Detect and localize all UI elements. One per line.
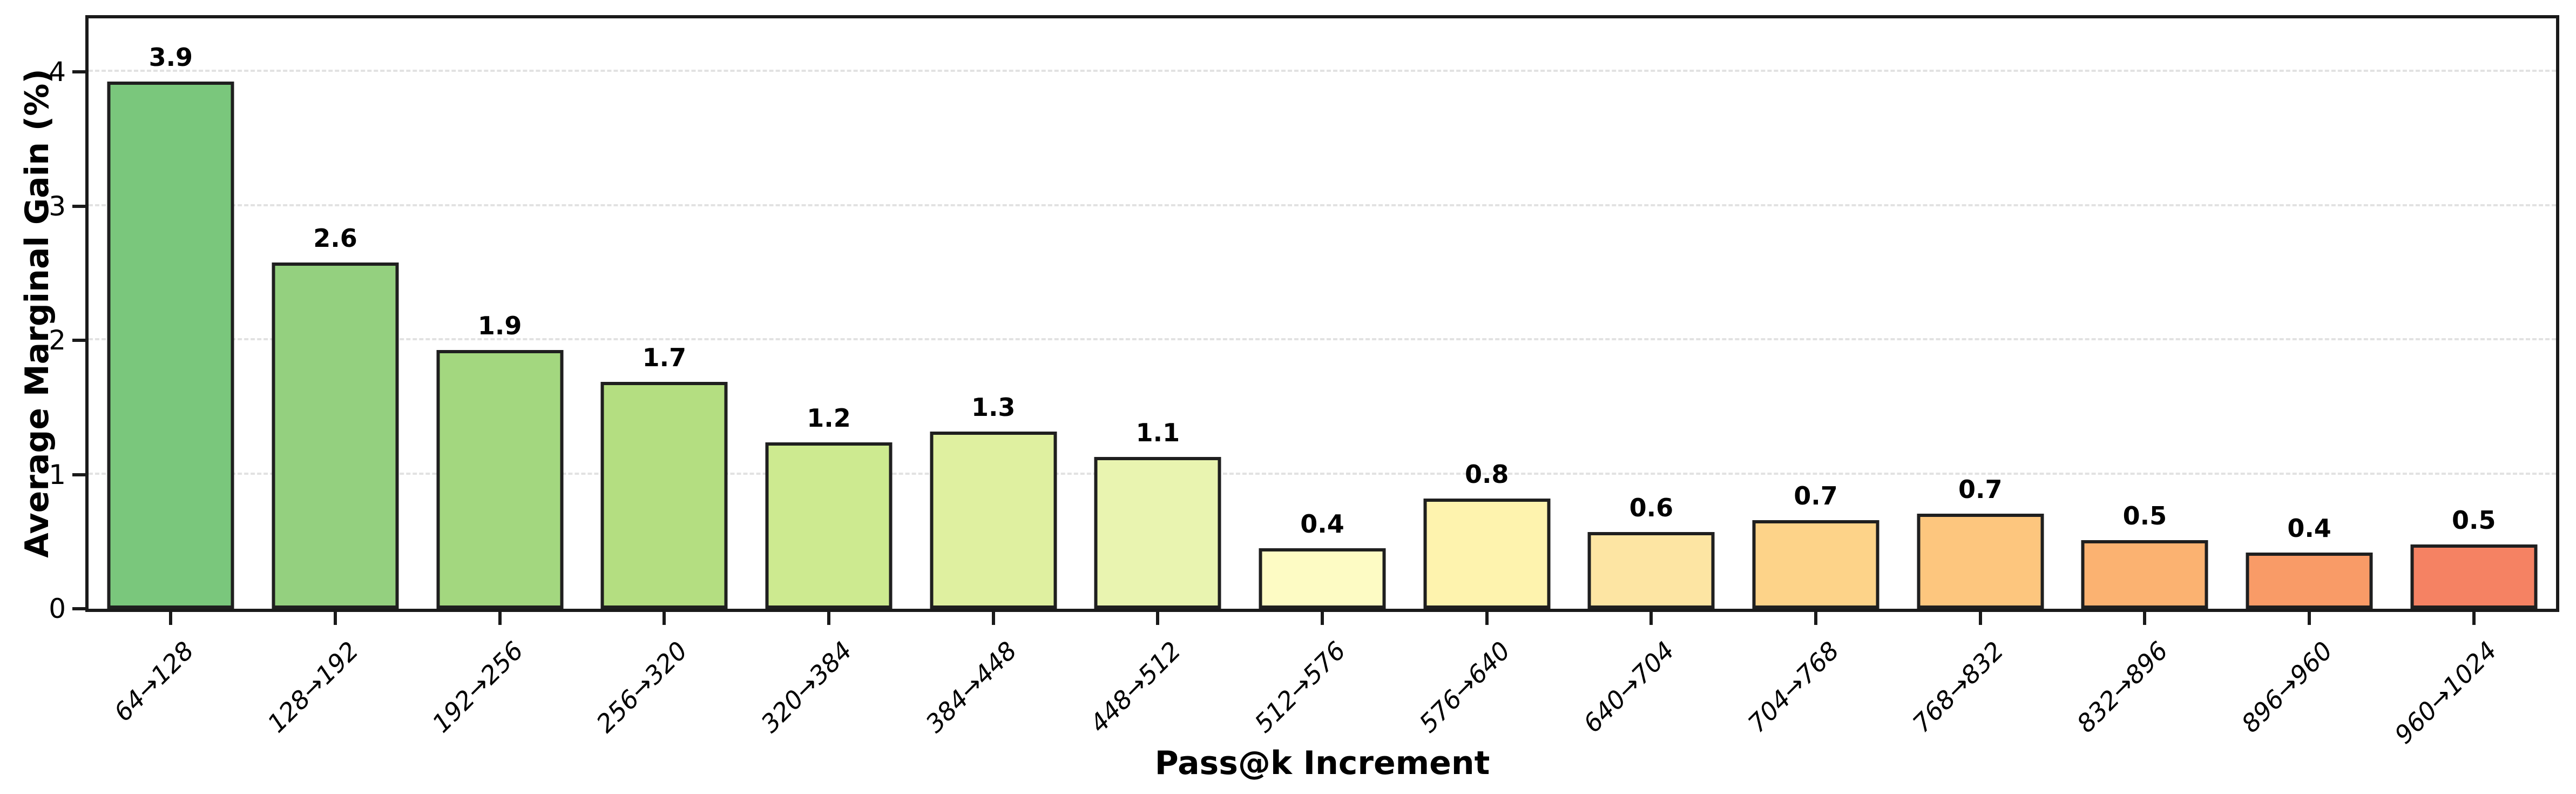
x-tick-label-384→448: 384→448 (919, 636, 1023, 738)
y-tick-label-1: 1 (49, 459, 66, 490)
x-tick-label-448→512: 448→512 (1084, 636, 1187, 738)
x-tick-mark-448→512 (1156, 612, 1160, 625)
bar-slot-960→1024: 0.5 (2391, 18, 2556, 609)
bar-832→896 (2081, 540, 2208, 609)
x-tick-mark-320→384 (827, 612, 830, 625)
y-tick-mark-1 (72, 473, 85, 476)
x-tick-mark-384→448 (991, 612, 995, 625)
y-tick-mark-0 (72, 607, 85, 610)
bar-value-label-768→832: 0.7 (1958, 474, 2003, 504)
x-tick-label-512→576: 512→576 (1248, 636, 1351, 738)
x-tick-label-704→768: 704→768 (1742, 636, 1845, 738)
bar-slot-896→960: 0.4 (2227, 18, 2392, 609)
y-tick-label-0: 0 (49, 593, 66, 624)
bar-64→128 (107, 81, 234, 609)
bar-slot-64→128: 3.9 (89, 18, 253, 609)
x-tick-mark-192→256 (498, 612, 502, 625)
bar-960→1024 (2410, 544, 2538, 609)
y-tick-mark-4 (72, 70, 85, 74)
y-tick-mark-3 (72, 204, 85, 208)
bar-value-label-320→384: 1.2 (807, 403, 851, 433)
bar-value-label-512→576: 0.4 (1300, 509, 1344, 539)
x-tick-mark-704→768 (1814, 612, 1817, 625)
bar-value-label-704→768: 0.7 (1794, 481, 1838, 511)
bar-value-label-576→640: 0.8 (1464, 460, 1509, 489)
gridline-y-3 (89, 204, 2556, 206)
bar-value-label-832→896: 0.5 (2122, 501, 2167, 531)
x-tick-label-320→384: 320→384 (755, 636, 858, 738)
x-tick-mark-256→320 (662, 612, 666, 625)
x-tick-label-192→256: 192→256 (426, 636, 529, 738)
bar-value-label-640→704: 0.6 (1629, 493, 1674, 523)
bar-slot-768→832: 0.7 (1898, 18, 2063, 609)
y-tick-label-2: 2 (49, 325, 66, 356)
bar-slot-704→768: 0.7 (1734, 18, 1898, 609)
gridline-y-4 (89, 70, 2556, 72)
bar-value-label-384→448: 1.3 (971, 393, 1016, 422)
plot-area: 3.9 2.6 1.9 1.7 1.2 1.3 1.1 0.4 0.8 0.6 0.7 0.7 0.5 0… (85, 15, 2559, 612)
bar-512→576 (1259, 548, 1386, 609)
x-tick-label-576→640: 576→640 (1413, 636, 1516, 738)
bar-value-label-256→320: 1.7 (642, 343, 687, 373)
x-tick-label-832→896: 832→896 (2071, 636, 2174, 738)
x-tick-mark-576→640 (1485, 612, 1489, 625)
bar-group: 3.9 2.6 1.9 1.7 1.2 1.3 1.1 0.4 0.8 0.6 0.7 0.7 0.5 0… (89, 18, 2556, 609)
bar-128→192 (272, 263, 399, 609)
x-tick-mark-128→192 (334, 612, 337, 625)
x-tick-mark-512→576 (1321, 612, 1324, 625)
x-tick-mark-960→1024 (2472, 612, 2476, 625)
bar-slot-192→256: 1.9 (417, 18, 582, 609)
x-tick-label-896→960: 896→960 (2235, 636, 2338, 738)
bar-value-label-448→512: 1.1 (1135, 418, 1180, 448)
bar-slot-128→192: 2.6 (253, 18, 418, 609)
x-tick-label-768→832: 768→832 (1906, 636, 2010, 738)
bar-slot-512→576: 0.4 (1240, 18, 1405, 609)
gridline-y-1 (89, 472, 2556, 475)
bar-640→704 (1587, 532, 1715, 609)
x-tick-mark-896→960 (2308, 612, 2311, 625)
bar-value-label-896→960: 0.4 (2287, 513, 2331, 543)
bar-slot-448→512: 1.1 (1076, 18, 1240, 609)
bar-slot-256→320: 1.7 (582, 18, 747, 609)
bar-704→768 (1752, 520, 1879, 609)
bar-896→960 (2246, 552, 2373, 609)
x-tick-mark-640→704 (1649, 612, 1653, 625)
x-tick-label-128→192: 128→192 (261, 636, 364, 738)
bar-slot-576→640: 0.8 (1404, 18, 1569, 609)
bar-192→256 (436, 349, 564, 609)
x-tick-label-256→320: 256→320 (591, 636, 693, 738)
x-tick-label-64→128: 64→128 (108, 636, 200, 728)
x-tick-mark-832→896 (2143, 612, 2147, 625)
bar-value-label-960→1024: 0.5 (2451, 505, 2496, 535)
x-tick-label-960→1024: 960→1024 (2389, 636, 2503, 750)
bar-slot-640→704: 0.6 (1569, 18, 1734, 609)
bar-slot-384→448: 1.3 (911, 18, 1076, 609)
bar-value-label-64→128: 3.9 (148, 42, 193, 72)
bar-value-label-192→256: 1.9 (477, 311, 522, 340)
bar-320→384 (765, 442, 893, 609)
bar-576→640 (1423, 499, 1551, 609)
x-tick-mark-64→128 (169, 612, 173, 625)
bar-448→512 (1094, 457, 1221, 609)
y-tick-label-4: 4 (49, 56, 66, 88)
y-tick-mark-2 (72, 339, 85, 342)
bar-768→832 (1917, 513, 2044, 609)
bar-slot-320→384: 1.2 (747, 18, 911, 609)
bar-slot-832→896: 0.5 (2063, 18, 2227, 609)
gridline-y-2 (89, 338, 2556, 341)
y-tick-label-3: 3 (49, 190, 66, 222)
x-axis-title: Pass@k Increment (1154, 744, 1490, 782)
bar-384→448 (930, 432, 1057, 609)
x-tick-mark-768→832 (1978, 612, 1982, 625)
bar-256→320 (600, 382, 728, 609)
bar-value-label-128→192: 2.6 (313, 224, 357, 253)
x-tick-label-640→704: 640→704 (1578, 636, 1680, 738)
